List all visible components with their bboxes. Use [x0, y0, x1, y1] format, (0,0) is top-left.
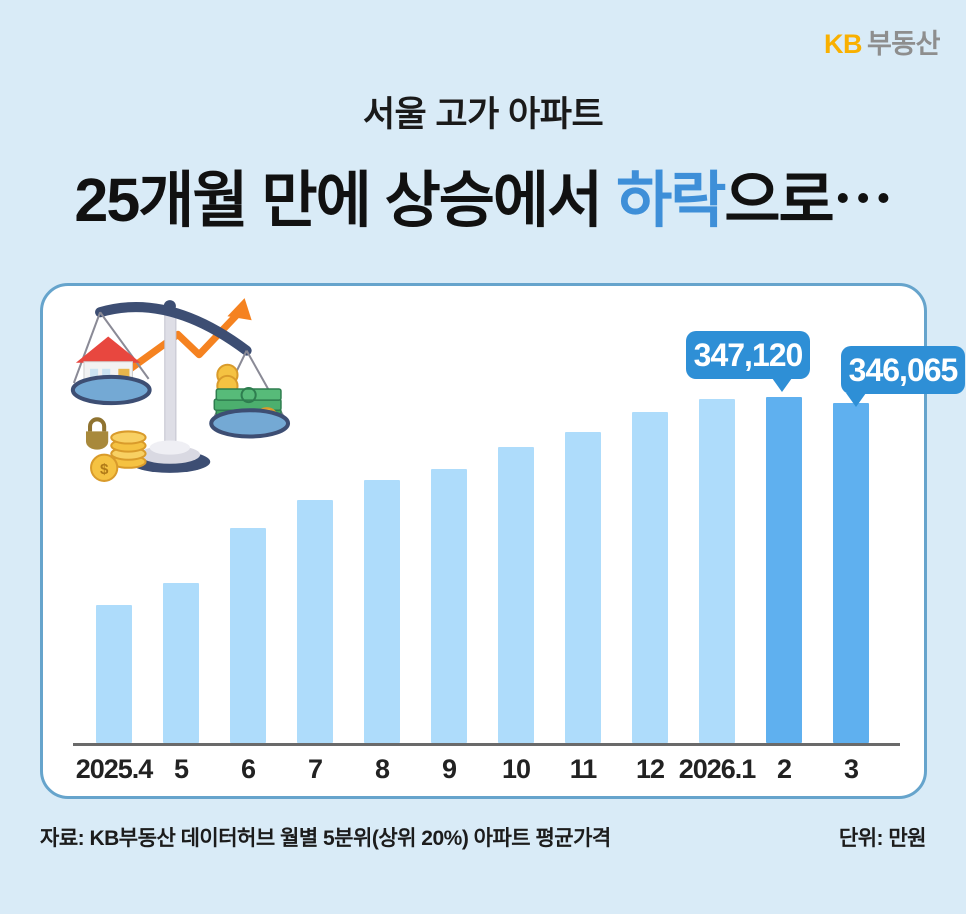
chart-panel: $ $ 2025.4 5 6 7 8 9 10 11 12 2026.1 2 3 347,120 34…: [40, 283, 965, 799]
headline-prefix: 25개월 만에 상승에서: [74, 166, 617, 234]
callout-peak-label: 347,120: [693, 336, 804, 373]
headline-highlight: 하락: [616, 166, 726, 234]
x-axis-label: 8: [374, 754, 390, 784]
bar-2026.1: [699, 399, 735, 743]
coins-and-lock-icon: $: [85, 417, 147, 482]
house-pan: [70, 311, 152, 406]
x-axis-line: [73, 743, 900, 746]
x-axis-label: 7: [307, 754, 323, 784]
bar-6: [230, 528, 266, 743]
bar-9: [431, 469, 467, 743]
callout-latest-label: 346,065: [848, 351, 959, 388]
callout-latest-value: 346,065: [841, 346, 965, 407]
bar-2: [766, 397, 802, 743]
bar-11: [565, 432, 601, 743]
x-axis-label: 6: [240, 754, 256, 784]
x-axis-label: 3: [843, 754, 859, 784]
x-axis-label: 11: [569, 754, 598, 784]
headline-suffix: 으로⋯: [724, 166, 893, 234]
scale-beam: [95, 302, 252, 356]
footer: 자료: KB부동산 데이터허브 월별 5분위(상위 20%) 아파트 평균가격 …: [40, 822, 927, 852]
x-axis-label: 10: [501, 754, 531, 784]
unit-note: 단위: 만원: [838, 827, 927, 850]
bar-5: [163, 583, 199, 743]
x-axis-label: 5: [173, 754, 189, 784]
bar-12: [632, 412, 668, 743]
card-headline: 25개월 만에 상승에서 하락으로⋯: [0, 150, 966, 239]
svg-text:$: $: [100, 461, 109, 478]
logo-kb-text: KB: [823, 29, 863, 59]
callout-tail: [846, 393, 866, 407]
callout-tail: [772, 378, 792, 392]
kb-real-estate-logo: KB 부동산: [823, 22, 941, 61]
callout-peak-value: 347,120: [686, 331, 810, 392]
x-axis-label: 9: [441, 754, 457, 784]
x-axis-label: 2: [776, 754, 792, 784]
logo-brand-text: 부동산: [866, 29, 941, 59]
x-axis-label: 12: [635, 754, 665, 784]
card-subtitle: 서울 고가 아파트: [362, 95, 604, 134]
bar-7: [297, 500, 333, 743]
x-axis-label: 2025.4: [75, 754, 154, 784]
bar-10: [498, 447, 534, 743]
bar-3: [833, 403, 869, 743]
bar-2025.4: [96, 605, 132, 743]
money-pan: $: [209, 350, 291, 439]
balance-scale-illustration: $ $: [70, 298, 291, 482]
scale-pole: [129, 300, 211, 473]
source-note: 자료: KB부동산 데이터허브 월별 5분위(상위 20%) 아파트 평균가격: [40, 827, 611, 850]
x-axis-label: 2026.1: [678, 754, 757, 784]
bar-8: [364, 480, 400, 743]
